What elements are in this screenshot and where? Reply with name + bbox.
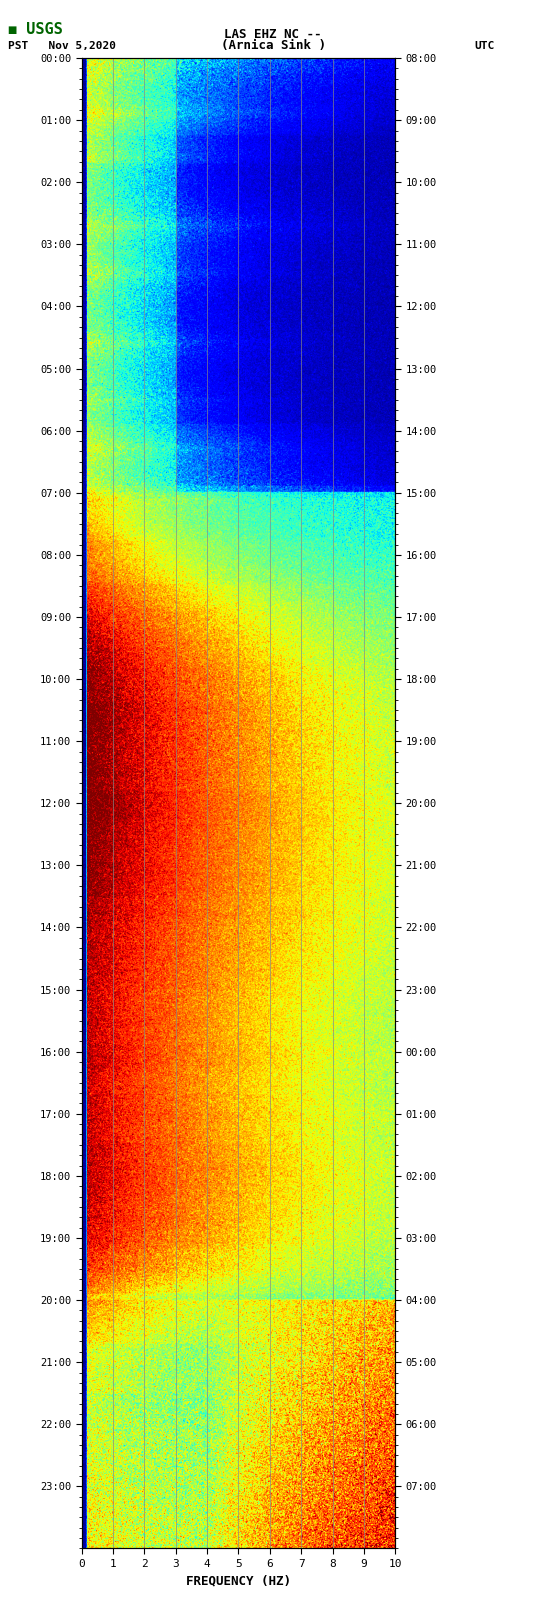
Text: ◼ USGS: ◼ USGS — [8, 23, 63, 37]
Text: LAS EHZ NC --: LAS EHZ NC -- — [225, 27, 322, 42]
Text: UTC: UTC — [475, 40, 495, 52]
X-axis label: FREQUENCY (HZ): FREQUENCY (HZ) — [186, 1574, 291, 1587]
Text: (Arnica Sink ): (Arnica Sink ) — [221, 39, 326, 53]
Text: PST   Nov 5,2020: PST Nov 5,2020 — [8, 40, 116, 52]
